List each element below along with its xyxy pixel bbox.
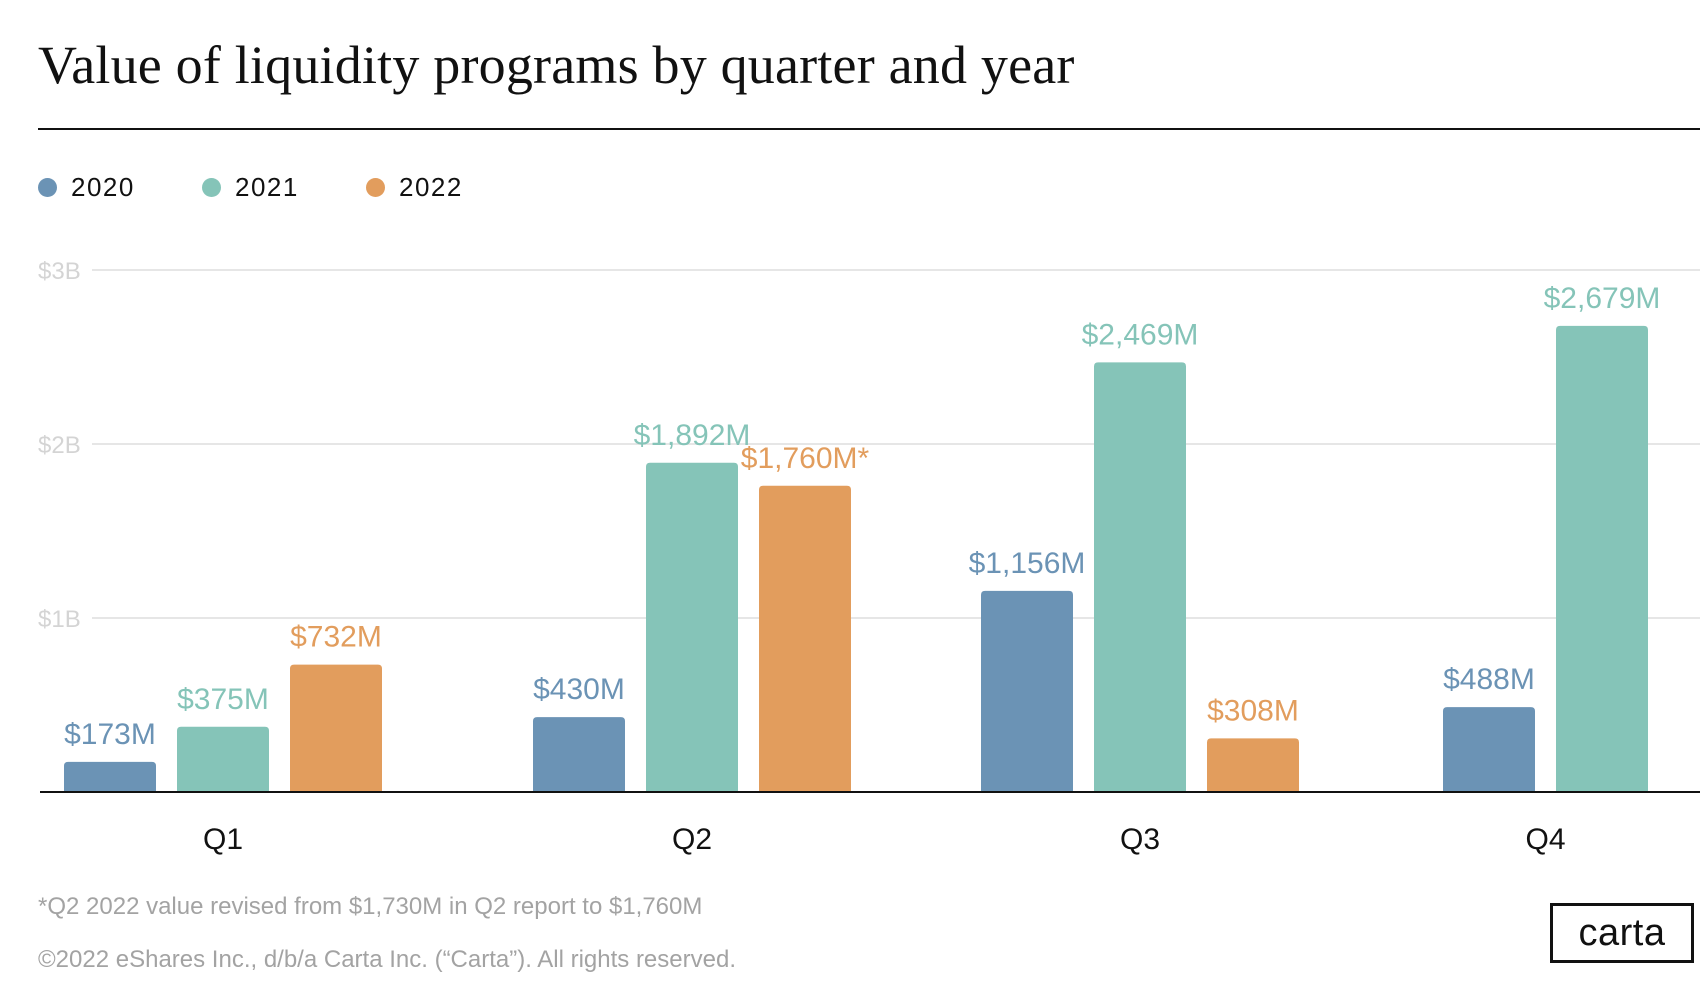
bar-q4-2021: [1556, 325, 1648, 792]
x-tick-label-q3: Q3: [1120, 823, 1160, 856]
legend-label-2022: 2022: [399, 172, 463, 202]
x-tick-label-q2: Q2: [672, 823, 712, 856]
y-tick-label: $2B: [38, 432, 81, 459]
y-tick-label: $3B: [38, 258, 81, 285]
data-label-q3-2020: $1,156M: [969, 547, 1086, 580]
bar-q1-2021: [177, 726, 269, 792]
y-tick-label: $1B: [38, 606, 81, 633]
bar-q3-2020: [981, 590, 1073, 792]
bar-q2-2022: [759, 485, 851, 792]
legend-item-2022: 2022: [366, 172, 463, 203]
data-label-q2-2020: $430M: [533, 673, 625, 706]
legend-swatch-2021: [202, 178, 221, 197]
carta-logo: carta: [1550, 903, 1694, 963]
bar-q3-2021: [1094, 362, 1186, 792]
data-label-q3-2022: $308M: [1207, 694, 1299, 727]
legend-label-2020: 2020: [71, 172, 135, 202]
copyright-notice: ©2022 eShares Inc., d/b/a Carta Inc. (“C…: [38, 946, 736, 973]
bar-q2-2021: [646, 462, 738, 792]
legend-item-2021: 2021: [202, 172, 299, 203]
bar-chart: $1B$2B$3B$173M$375M$732MQ1$430M$1,892M$1…: [38, 258, 1700, 856]
data-label-q4-2020: $488M: [1443, 663, 1535, 696]
legend-swatch-2022: [366, 178, 385, 197]
data-label-q1-2022: $732M: [290, 621, 382, 654]
data-label-q1-2020: $173M: [64, 718, 156, 751]
bar-q1-2022: [290, 664, 382, 792]
legend-item-2020: 2020: [38, 172, 135, 203]
x-tick-label-q1: Q1: [203, 823, 243, 856]
chart-footnote: *Q2 2022 value revised from $1,730M in Q…: [38, 893, 703, 920]
x-tick-label-q4: Q4: [1525, 823, 1565, 856]
title-divider: [38, 128, 1700, 130]
bar-q2-2020: [533, 717, 625, 792]
chart-title: Value of liquidity programs by quarter a…: [38, 35, 1075, 95]
data-label-q4-2021: $2,679M: [1544, 282, 1661, 315]
data-label-q3-2021: $2,469M: [1082, 318, 1199, 351]
data-label-q2-2022: $1,760M*: [741, 442, 870, 475]
data-label-q2-2021: $1,892M: [634, 419, 751, 452]
legend-label-2021: 2021: [235, 172, 299, 202]
bar-q3-2022: [1207, 738, 1299, 792]
legend-swatch-2020: [38, 178, 57, 197]
data-label-q1-2021: $375M: [177, 683, 269, 716]
bar-q4-2020: [1443, 707, 1535, 792]
bar-q1-2020: [64, 761, 156, 792]
